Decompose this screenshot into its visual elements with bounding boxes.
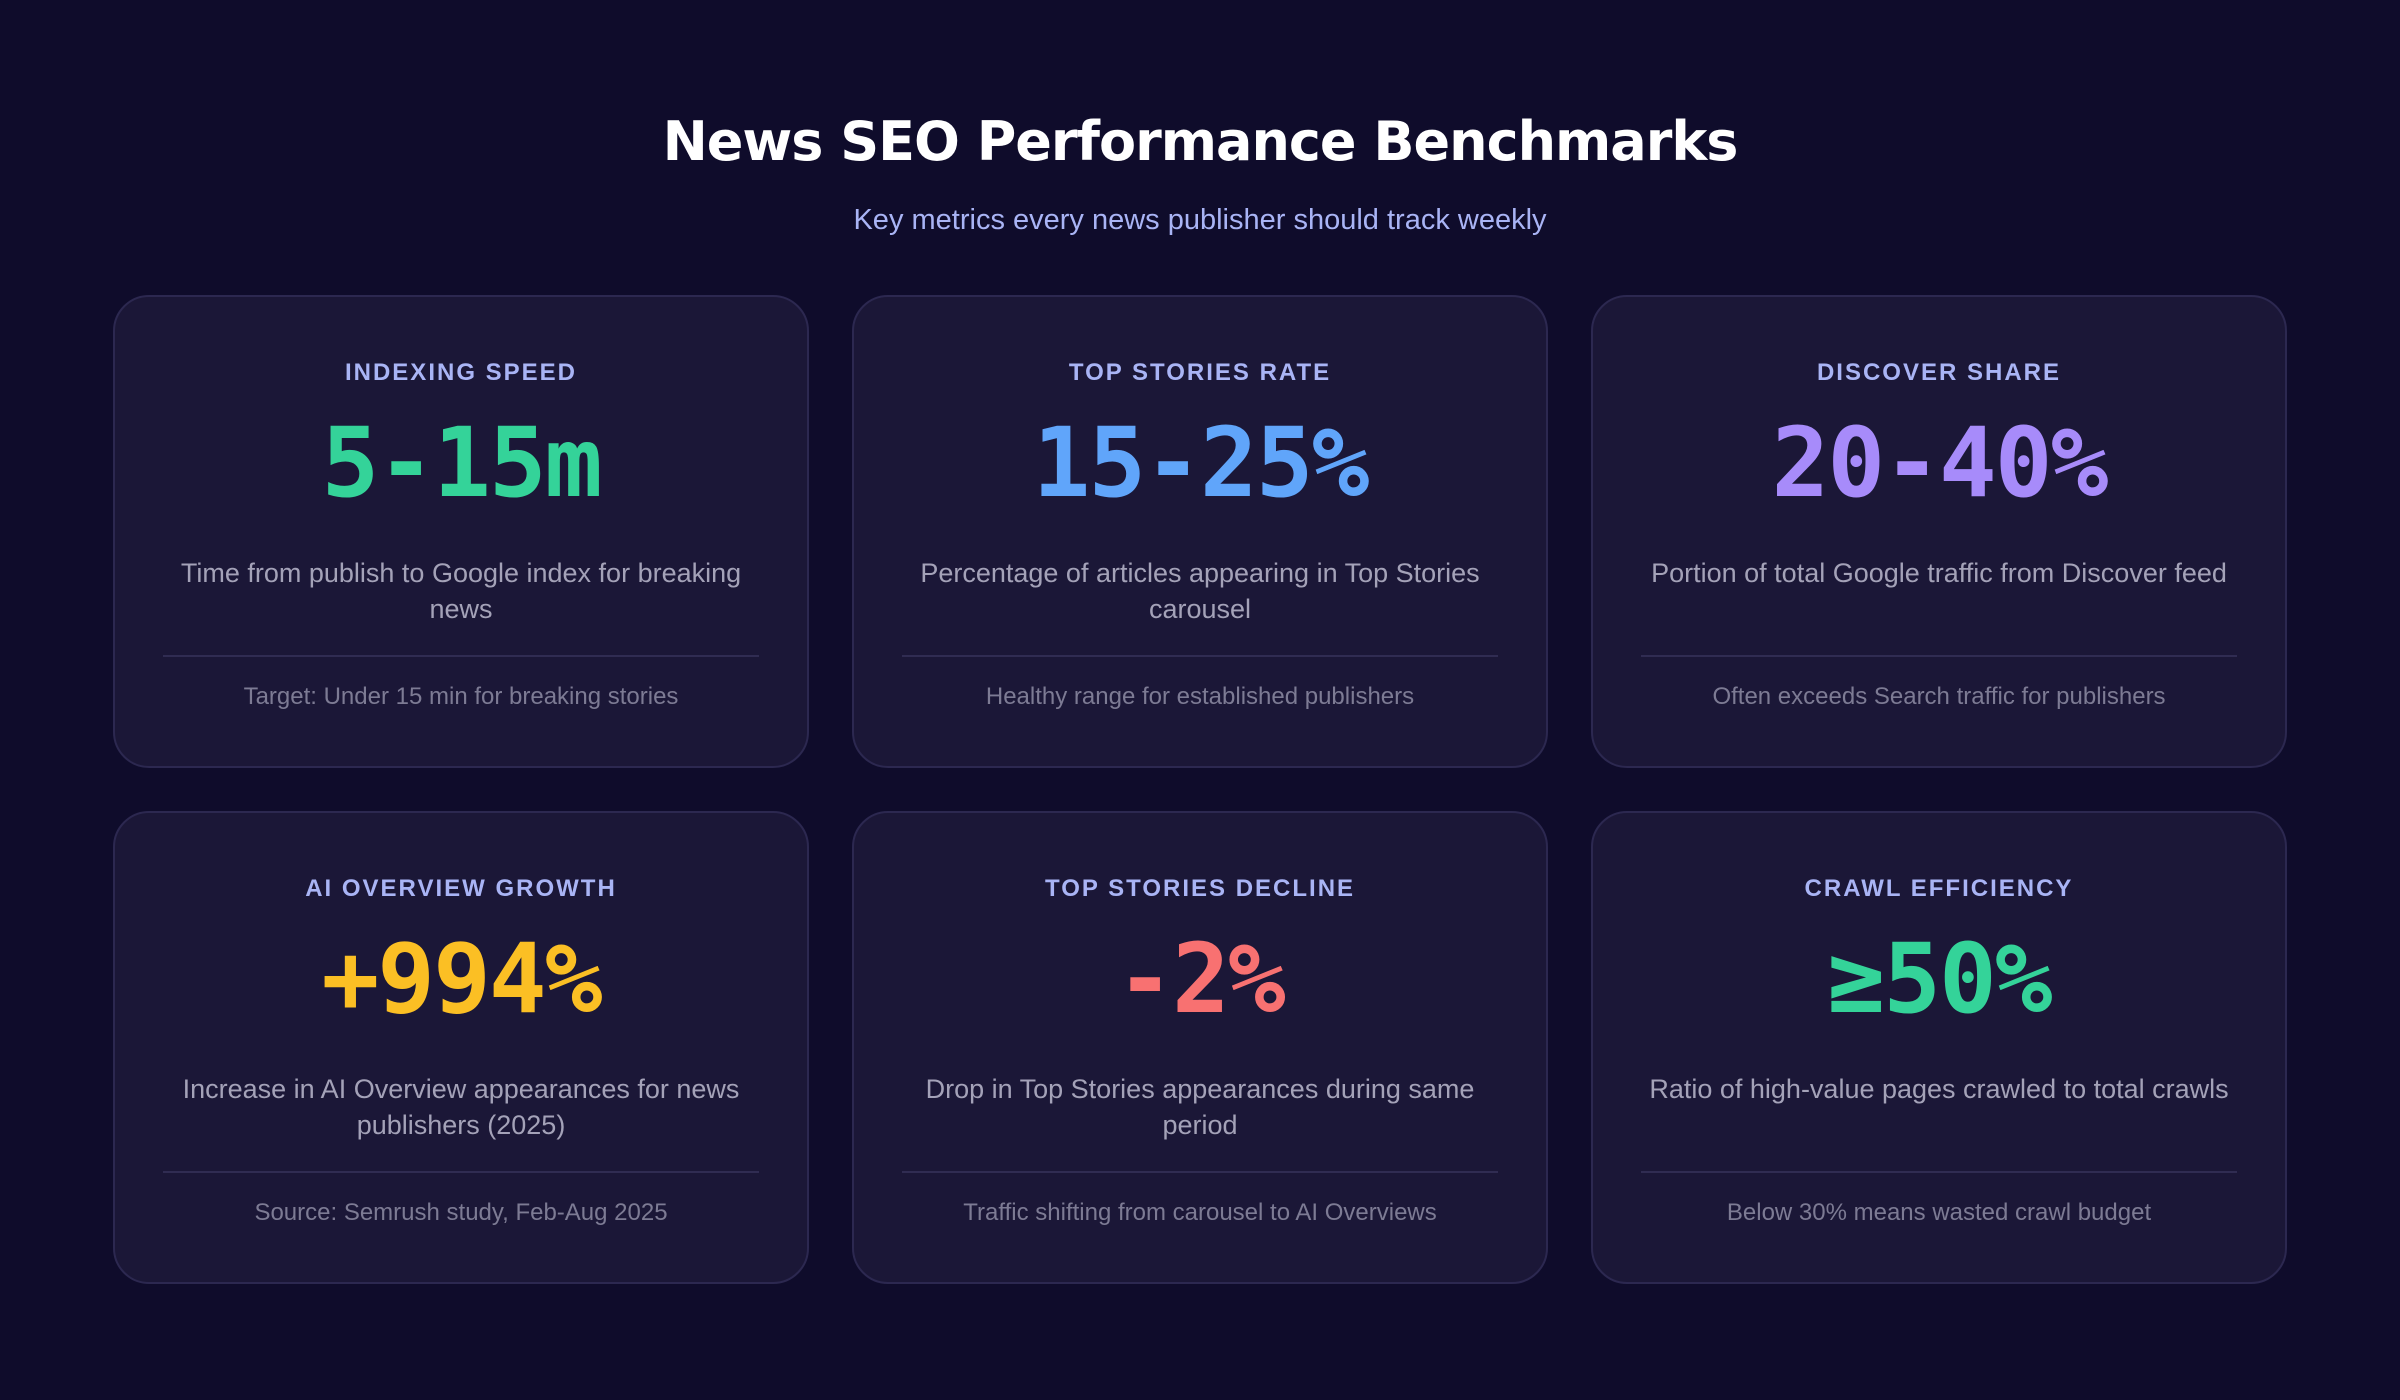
metric-card: INDEXING SPEED 5-15m Time from publish to … (113, 295, 809, 768)
metric-description: Increase in AI Overview appearances for … (182, 1074, 740, 1140)
metric-note: Target: Under 15 min for breaking storie… (243, 683, 679, 710)
metric-card: AI OVERVIEW GROWTH +994% Increase in AI Ov… (113, 811, 809, 1284)
metric-value: 15-25% (1032, 407, 1370, 519)
metric-value: 20-40% (1771, 407, 2109, 519)
divider (163, 1171, 759, 1173)
metric-description: Drop in Top Stories appearances during s… (925, 1074, 1475, 1140)
metric-label: TOP STORIES RATE (1068, 359, 1332, 386)
metric-note: Source: Semrush study, Feb-Aug 2025 (254, 1199, 668, 1226)
divider (163, 655, 759, 657)
metric-card: DISCOVER SHARE 20-40% Portion of total Goo… (1591, 295, 2287, 768)
metric-value: +994% (321, 923, 603, 1035)
metric-description: Percentage of articles appearing in Top … (920, 558, 1480, 624)
metric-description: Ratio of high-value pages crawled to tot… (1649, 1074, 2229, 1104)
metric-label: DISCOVER SHARE (1816, 359, 2062, 386)
divider (902, 1171, 1498, 1173)
divider (1641, 1171, 2237, 1173)
metric-note: Often exceeds Search traffic for publish… (1712, 683, 2166, 710)
metric-description: Time from publish to Google index for br… (180, 558, 742, 624)
metric-label: TOP STORIES DECLINE (1044, 875, 1356, 902)
metric-value: ≥50% (1827, 923, 2052, 1035)
metric-label: INDEXING SPEED (344, 359, 578, 386)
metric-note: Healthy range for established publishers (985, 683, 1415, 710)
page-title: News SEO Performance Benchmarks (662, 110, 1739, 173)
metric-label: AI OVERVIEW GROWTH (305, 875, 617, 902)
page-subtitle: Key metrics every news publisher should … (853, 204, 1547, 236)
metric-card: TOP STORIES RATE 15-25% Percentage of arti… (852, 295, 1548, 768)
metric-note: Below 30% means wasted crawl budget (1726, 1199, 2152, 1226)
divider (902, 655, 1498, 657)
card-grid: INDEXING SPEED 5-15m Time from publish to … (113, 295, 2287, 1284)
metric-label: CRAWL EFFICIENCY (1804, 875, 2074, 902)
metric-card: CRAWL EFFICIENCY ≥50% Ratio of high-value … (1591, 811, 2287, 1284)
metric-description: Portion of total Google traffic from Dis… (1651, 558, 2227, 588)
metric-value: -2% (1116, 923, 1285, 1035)
metric-value: 5-15m (321, 407, 603, 519)
metric-note: Traffic shifting from carousel to AI Ove… (963, 1199, 1437, 1226)
divider (1641, 655, 2237, 657)
metric-card: TOP STORIES DECLINE -2% Drop in Top Storie… (852, 811, 1548, 1284)
